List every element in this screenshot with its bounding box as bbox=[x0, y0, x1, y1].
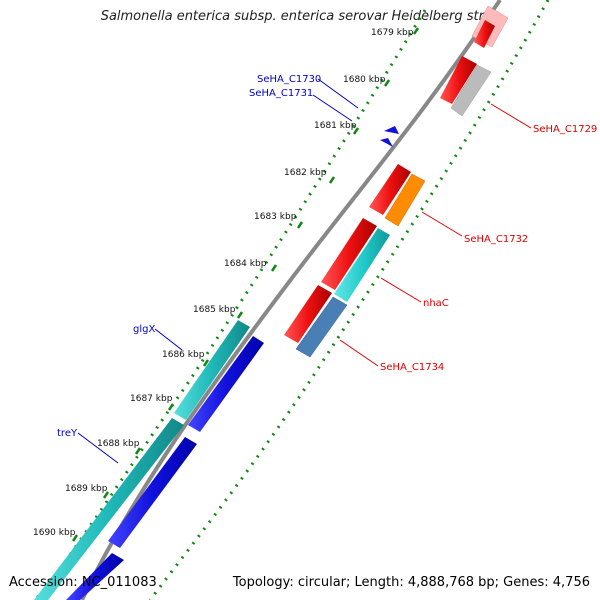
genome-summary: Topology: circular; Length: 4,888,768 bp… bbox=[232, 575, 590, 590]
genome-backbone bbox=[80, 0, 502, 600]
gene-treY-teal[interactable] bbox=[34, 418, 184, 600]
gene-label-SeHA_C1734[interactable]: SeHA_C1734 bbox=[380, 362, 444, 373]
leader-nhaC bbox=[380, 277, 422, 303]
scale-tick-labels: 1679 kbp 1680 kbp 1681 kbp 1682 kbp 1683… bbox=[33, 28, 414, 538]
gene-SeHA_C1729-red[interactable] bbox=[440, 56, 477, 104]
gene-glgX-blue[interactable] bbox=[188, 336, 264, 432]
reverse-strand-features[interactable] bbox=[284, 5, 509, 358]
tick-label: 1687 kbp bbox=[130, 394, 173, 404]
tick-label: 1681 kbp bbox=[314, 121, 357, 131]
leader-treY bbox=[77, 432, 119, 464]
leader-SeHA_C1734 bbox=[339, 339, 379, 367]
gene-label-treY[interactable]: treY bbox=[57, 428, 78, 439]
gene-treY-blue[interactable] bbox=[108, 437, 197, 548]
scale-dotted-line-outer bbox=[148, 0, 550, 600]
tick-label: 1682 kbp bbox=[284, 168, 327, 178]
gene-labels: SeHA_C1730 SeHA_C1731 glgX treY SeHA_C17… bbox=[57, 74, 597, 439]
tick-label: 1690 kbp bbox=[33, 528, 76, 538]
gene-label-nhaC[interactable]: nhaC bbox=[423, 298, 449, 309]
tick-label: 1688 kbp bbox=[97, 439, 140, 449]
gene-SeHA_C1731-arrow[interactable] bbox=[380, 138, 393, 147]
gene-SeHA_C1729-red-top[interactable] bbox=[474, 20, 495, 48]
tick-mark bbox=[71, 534, 79, 542]
accession-label: Accession: NC_011083 bbox=[9, 575, 157, 590]
gene-red-low[interactable] bbox=[284, 285, 332, 343]
tick-mark bbox=[167, 403, 175, 411]
tick-label: 1680 kbp bbox=[343, 75, 386, 85]
leader-SeHA_C1729 bbox=[490, 103, 532, 129]
tick-label: 1689 kbp bbox=[65, 484, 108, 494]
gene-red-1732a[interactable] bbox=[369, 164, 411, 215]
map-title: Salmonella enterica subsp. enterica sero… bbox=[100, 9, 500, 24]
tick-mark bbox=[383, 79, 391, 87]
tick-label: 1686 kbp bbox=[162, 350, 205, 360]
tick-label: 1683 kbp bbox=[254, 212, 297, 222]
tick-mark bbox=[412, 27, 420, 35]
scale-major-ticks bbox=[71, 27, 420, 542]
tick-mark bbox=[102, 491, 110, 499]
gene-SeHA_C1729-gray[interactable] bbox=[450, 64, 492, 117]
leader-glgX bbox=[154, 328, 183, 351]
leader-SeHA_C1731 bbox=[312, 94, 353, 122]
gene-red-long[interactable] bbox=[321, 218, 377, 290]
label-leaders bbox=[77, 78, 532, 464]
gene-SeHA_C1730-arrow[interactable] bbox=[384, 126, 399, 134]
leader-SeHA_C1732 bbox=[421, 211, 463, 237]
tick-mark bbox=[296, 221, 304, 229]
gene-label-SeHA_C1732[interactable]: SeHA_C1732 bbox=[464, 234, 528, 245]
tick-label: 1679 kbp bbox=[371, 28, 414, 38]
gene-SeHA_C1734-steel[interactable] bbox=[295, 296, 348, 358]
gene-glgX-teal[interactable] bbox=[174, 320, 250, 420]
gene-nhaC-cyan[interactable] bbox=[334, 228, 390, 302]
forward-strand-features[interactable] bbox=[34, 126, 399, 600]
gene-label-SeHA_C1730[interactable]: SeHA_C1730 bbox=[257, 74, 321, 85]
gene-label-glgX[interactable]: glgX bbox=[133, 324, 155, 335]
gene-SeHA_C1732-orange[interactable] bbox=[384, 173, 426, 227]
gene-blue-bottom[interactable] bbox=[66, 553, 124, 600]
leader-SeHA_C1730 bbox=[317, 78, 359, 109]
tick-mark bbox=[236, 311, 244, 319]
tick-label: 1684 kbp bbox=[224, 259, 267, 269]
tick-mark bbox=[328, 176, 336, 184]
tick-mark bbox=[352, 127, 360, 135]
tick-label: 1685 kbp bbox=[193, 305, 236, 315]
tick-mark bbox=[202, 359, 210, 367]
tick-mark bbox=[270, 264, 278, 272]
gene-label-SeHA_C1729[interactable]: SeHA_C1729 bbox=[533, 124, 597, 135]
gene-label-SeHA_C1731[interactable]: SeHA_C1731 bbox=[249, 88, 313, 99]
tick-mark bbox=[134, 447, 142, 455]
